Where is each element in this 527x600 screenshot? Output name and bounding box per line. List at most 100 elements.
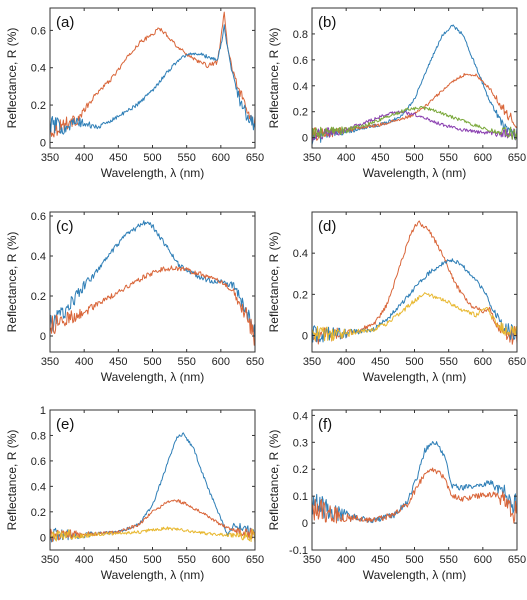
x-tick-label: 600 — [212, 152, 230, 164]
x-tick-label: 350 — [303, 554, 321, 566]
y-tick-label: 0.2 — [31, 291, 46, 303]
x-tick-label: 650 — [508, 554, 526, 566]
x-tick-label: 350 — [41, 152, 59, 164]
series-line-blue — [312, 441, 517, 524]
x-tick-label: 600 — [474, 152, 492, 164]
y-tick-label: 0.2 — [293, 289, 308, 301]
y-tick-label: 0 — [302, 133, 308, 145]
series-line-orange — [312, 220, 517, 345]
y-tick-label: 0.8 — [293, 29, 308, 41]
series-group — [312, 24, 517, 145]
y-tick-label: 0.6 — [31, 456, 46, 468]
x-tick-label: 500 — [405, 356, 423, 368]
plot-frame — [311, 7, 518, 149]
x-tick-label: 550 — [439, 554, 457, 566]
series-line-green — [312, 106, 517, 141]
plot-frame — [311, 211, 518, 353]
plot-frame — [311, 409, 518, 551]
x-tick-label: 350 — [41, 356, 59, 368]
panel-label: (a) — [56, 14, 74, 31]
series-line-yellow — [50, 526, 255, 544]
y-tick-label: 0.4 — [293, 81, 308, 93]
series-line-orange — [312, 467, 517, 524]
x-tick-label: 650 — [246, 554, 264, 566]
x-tick-label: 400 — [337, 356, 355, 368]
y-tick-label: 0 — [302, 518, 308, 530]
x-tick-label: 650 — [246, 152, 264, 164]
x-axis-label: Wavelength, λ (nm) — [101, 370, 205, 384]
x-axis-label: Wavelength, λ (nm) — [101, 166, 205, 180]
y-tick-label: 0 — [40, 331, 46, 343]
y-tick-label: 0.4 — [293, 410, 308, 422]
panel-label: (b) — [318, 14, 336, 31]
y-tick-label: 0.2 — [293, 107, 308, 119]
y-tick-label: 0.4 — [31, 251, 46, 263]
x-tick-label: 350 — [41, 554, 59, 566]
y-tick-label: 0 — [40, 137, 46, 149]
panel-a: 350 400 450 500 550 600 650 0 0.2 0.4 0.6 Wavelengt… — [5, 7, 264, 180]
x-axis-label: Wavelength, λ (nm) — [363, 568, 467, 582]
panel-label: (c) — [56, 218, 74, 235]
x-axis-label: Wavelength, λ (nm) — [363, 166, 467, 180]
x-axis-label: Wavelength, λ (nm) — [363, 370, 467, 384]
series-line-orange — [50, 265, 255, 346]
x-tick-label: 400 — [337, 152, 355, 164]
panel-label: (e) — [56, 416, 74, 433]
panel-label: (f) — [318, 416, 332, 433]
x-tick-label: 450 — [371, 356, 389, 368]
y-axis-label: Reflectance, R (%) — [267, 430, 281, 531]
x-tick-label: 350 — [303, 356, 321, 368]
x-tick-label: 600 — [474, 356, 492, 368]
x-tick-label: 550 — [177, 152, 195, 164]
series-line-yellow — [312, 292, 517, 342]
x-tick-label: 650 — [246, 356, 264, 368]
y-tick-label: 0.6 — [31, 211, 46, 223]
y-tick-label: 0.6 — [293, 55, 308, 67]
series-group — [50, 11, 255, 138]
x-tick-label: 450 — [109, 554, 127, 566]
panel-c: 350 400 450 500 550 600 650 0 0.2 0.4 0.6 Wavelengt… — [5, 211, 264, 384]
x-tick-label: 550 — [177, 356, 195, 368]
series-line-purple — [312, 110, 517, 143]
y-tick-label: 0.1 — [293, 491, 308, 503]
x-tick-label: 500 — [405, 554, 423, 566]
x-tick-label: 350 — [303, 152, 321, 164]
x-tick-label: 550 — [439, 152, 457, 164]
series-line-blue — [312, 258, 517, 343]
y-axis-label: Reflectance, R (%) — [5, 28, 19, 129]
y-tick-label: 0.2 — [293, 464, 308, 476]
x-tick-label: 500 — [143, 356, 161, 368]
x-tick-label: 400 — [75, 554, 93, 566]
series-group — [50, 432, 255, 544]
panel-label: (d) — [318, 218, 336, 235]
y-tick-label: 0.2 — [31, 507, 46, 519]
x-tick-label: 600 — [212, 356, 230, 368]
x-tick-label: 450 — [109, 152, 127, 164]
y-tick-label: 0.3 — [293, 437, 308, 449]
x-axis-label: Wavelength, λ (nm) — [101, 568, 205, 582]
series-group — [50, 220, 255, 347]
x-tick-label: 650 — [508, 356, 526, 368]
y-tick-label: 0.6 — [31, 25, 46, 37]
x-tick-label: 500 — [143, 554, 161, 566]
y-tick-label: 0 — [302, 331, 308, 343]
y-axis-label: Reflectance, R (%) — [267, 28, 281, 129]
x-tick-label: 450 — [371, 152, 389, 164]
plot-frame — [49, 409, 256, 551]
x-tick-label: 400 — [337, 554, 355, 566]
y-tick-label: 0.4 — [31, 63, 46, 75]
x-tick-label: 550 — [177, 554, 195, 566]
x-tick-label: 650 — [508, 152, 526, 164]
panel-b: 350 400 450 500 550 600 650 0 0.2 0.4 0.6 0.8 Wavele… — [267, 7, 526, 180]
y-axis-label: Reflectance, R (%) — [267, 232, 281, 333]
y-tick-label: 0.2 — [31, 100, 46, 112]
series-group — [312, 441, 517, 524]
x-tick-label: 450 — [371, 554, 389, 566]
x-tick-label: 400 — [75, 152, 93, 164]
x-tick-label: 500 — [143, 152, 161, 164]
x-tick-label: 400 — [75, 356, 93, 368]
panel-f: 350 400 450 500 550 600 650 -0.1 0 0.1 0.2 0.3 0.4 Wa… — [267, 409, 526, 582]
y-tick-label: 1 — [40, 405, 46, 417]
x-tick-label: 600 — [474, 554, 492, 566]
